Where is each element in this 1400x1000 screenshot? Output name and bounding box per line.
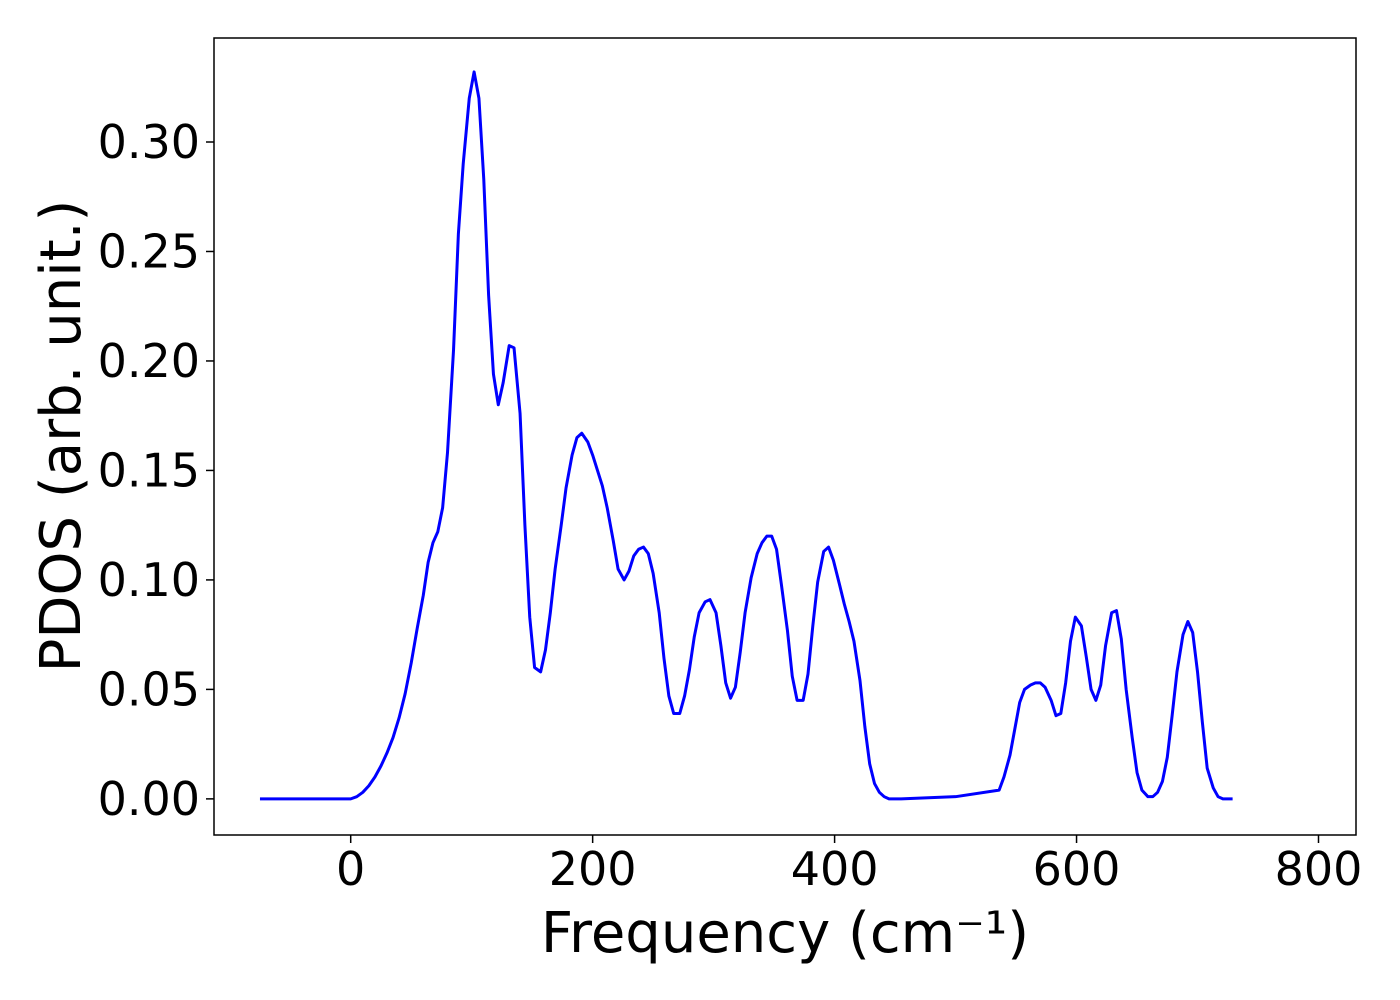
- y-tick-label: 0.00: [98, 772, 200, 826]
- x-tick-label: 800: [1275, 842, 1363, 896]
- y-axis-label: PDOS (arb. unit.): [29, 200, 94, 673]
- y-tick-label: 0.05: [98, 662, 200, 716]
- x-tick-label: 0: [336, 842, 365, 896]
- x-tick-label: 200: [549, 842, 637, 896]
- y-tick-label: 0.25: [98, 224, 200, 278]
- y-tick-label: 0.20: [98, 334, 200, 388]
- pdos-line: [259, 70, 1233, 801]
- y-tick-label: 0.30: [98, 115, 200, 169]
- x-axis-label: Frequency (cm⁻¹): [541, 901, 1029, 966]
- x-tick-label: 600: [1033, 842, 1121, 896]
- x-tick-label: 400: [791, 842, 879, 896]
- y-tick-label: 0.10: [98, 553, 200, 607]
- plot-frame: [213, 37, 1357, 836]
- y-tick-label: 0.15: [98, 443, 200, 497]
